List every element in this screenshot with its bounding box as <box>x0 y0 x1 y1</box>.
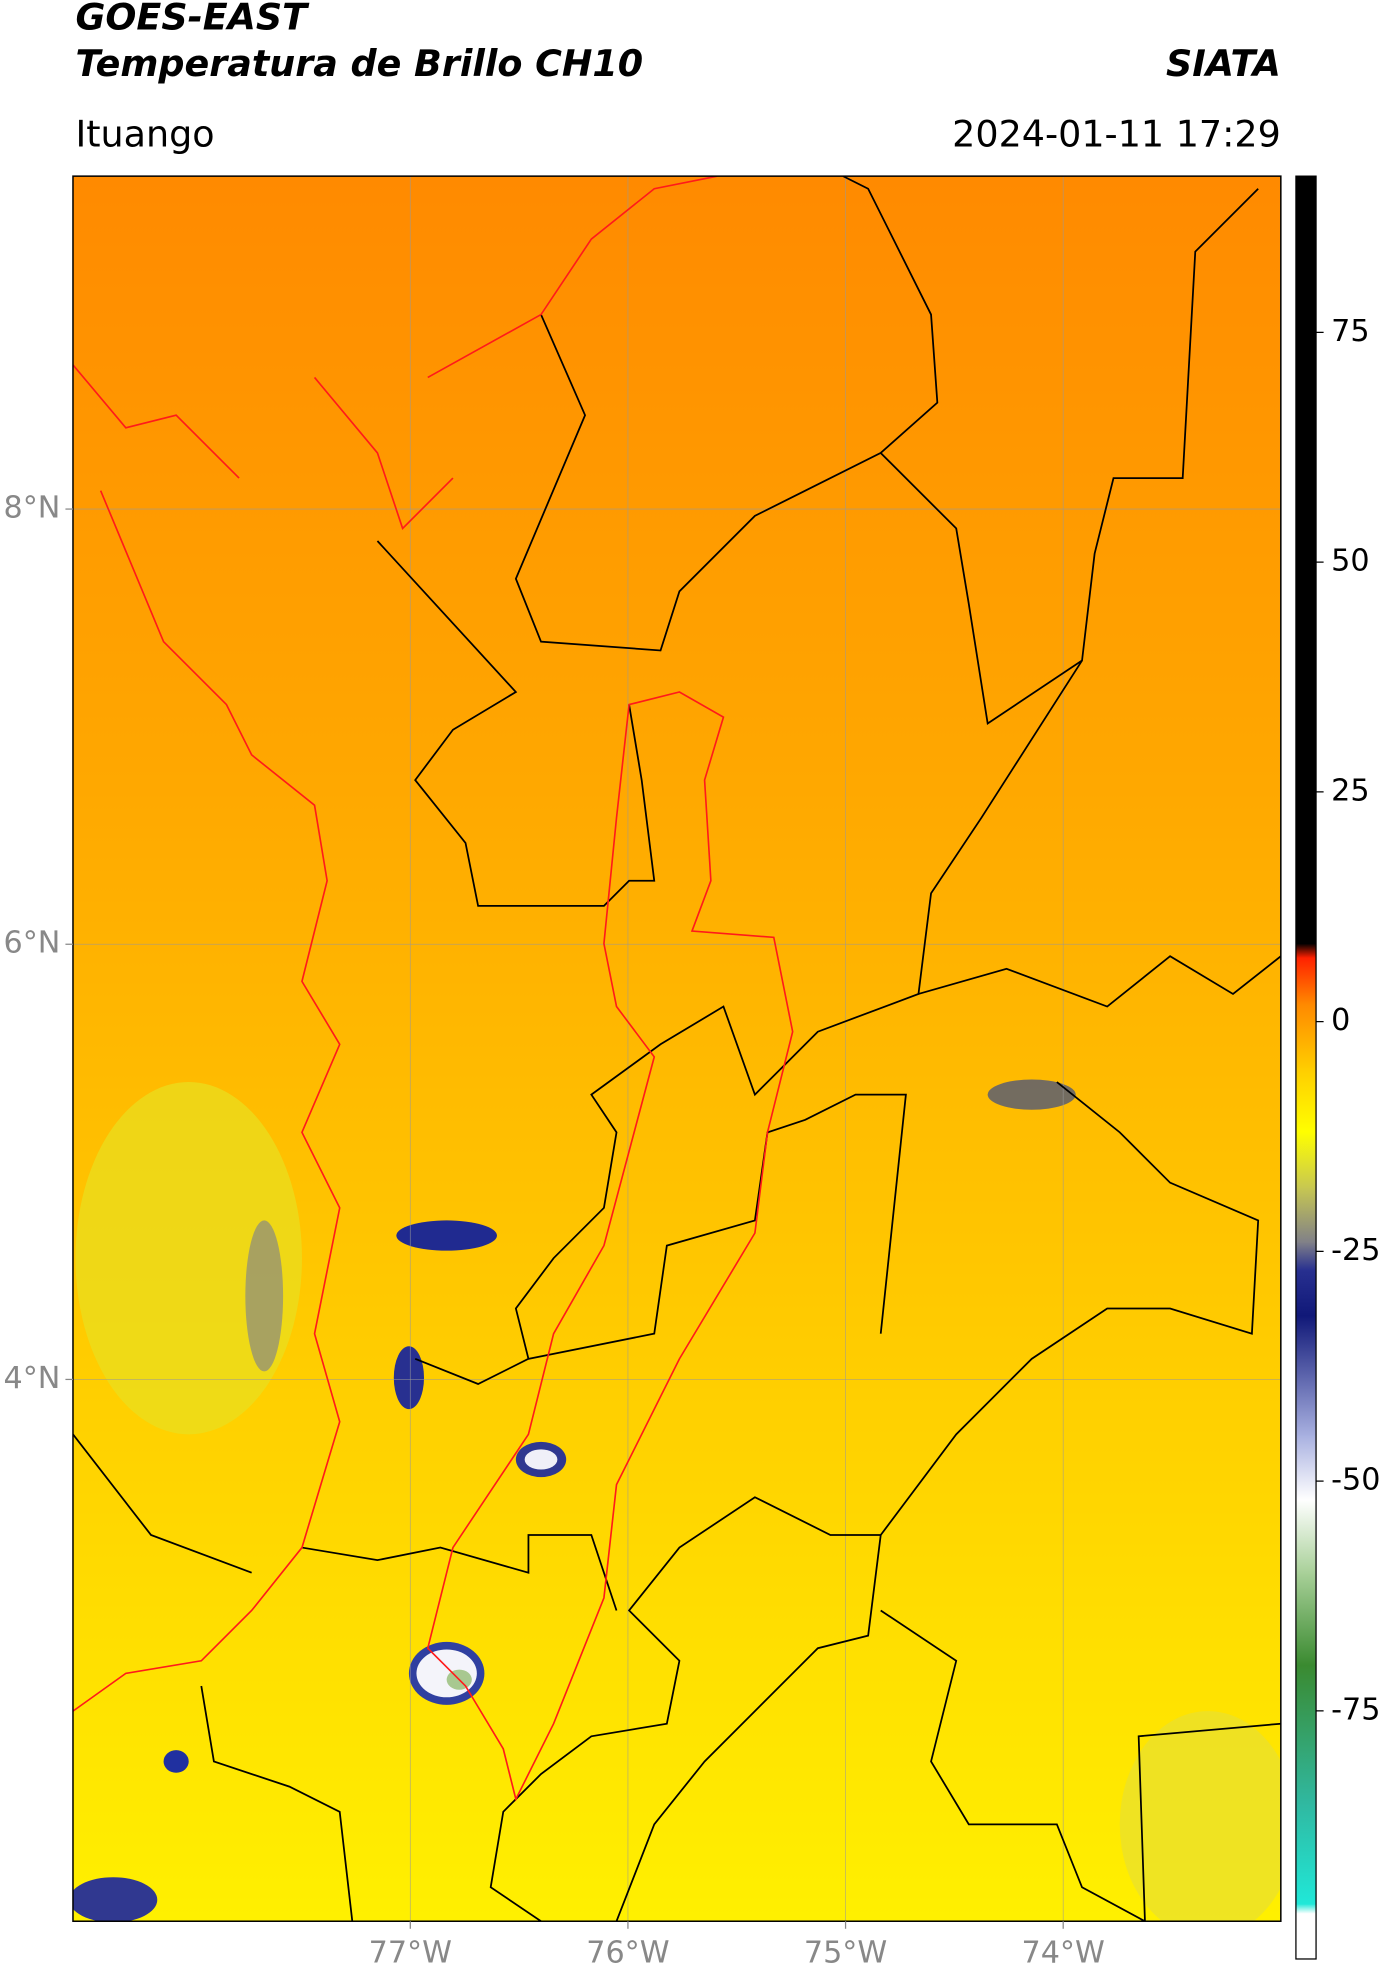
coastline <box>313 176 718 530</box>
colorbar-segment <box>1295 1067 1317 1133</box>
x-tick-label: 76°W <box>586 1935 669 1970</box>
x-tick-label: 75°W <box>804 1935 887 1970</box>
colorbar-tick-label: 0 <box>1331 1003 1350 1038</box>
basin-outline <box>426 691 794 1802</box>
grid <box>72 176 1281 1922</box>
boundary <box>880 188 1259 725</box>
colorbar-segment <box>1295 1499 1317 1574</box>
boundary <box>376 540 656 907</box>
boundary <box>200 1685 354 1922</box>
colorbar-segment <box>1295 1802 1317 1905</box>
cloud <box>75 1082 302 1435</box>
datetime: 2024-01-11 17:29 <box>952 112 1281 155</box>
colorbar-tick-label: -25 <box>1331 1233 1380 1268</box>
colorbar-segment <box>1295 1435 1317 1501</box>
axes: 77°W 76°W 75°W 74°W 8°N 6°N 4°N <box>4 491 1105 1971</box>
colorbar-segment <box>1295 1269 1317 1317</box>
colorbar-segment <box>1295 1664 1317 1804</box>
boundary <box>489 1081 1260 1922</box>
x-tick-label: 77°W <box>369 1935 452 1970</box>
map-frame <box>72 175 1282 1922</box>
map <box>72 176 1281 1922</box>
colorbar: 75 50 25 0 -25 -50 -75 <box>1295 175 1380 1960</box>
cloud <box>393 1346 425 1410</box>
colorbar-segment <box>1295 943 1317 958</box>
boundary <box>615 1534 882 1922</box>
colorbar-segment <box>1295 957 1317 1004</box>
colorbar-tick-label: 25 <box>1331 773 1369 808</box>
coastline <box>72 364 341 1712</box>
x-tick-label: 74°W <box>1022 1935 1105 1970</box>
boundary <box>414 660 1083 1385</box>
colorbar-segment <box>1295 1187 1317 1243</box>
colorbar-segment <box>1295 1903 1317 1914</box>
y-tick-label: 4°N <box>4 1361 61 1396</box>
boundaries <box>72 176 1281 1922</box>
source: SIATA <box>1166 42 1281 85</box>
colorbar-segment <box>1295 1003 1317 1069</box>
colorbar-segment <box>1295 1913 1317 1960</box>
colorbar-segment <box>1295 1573 1317 1666</box>
cloud <box>72 1877 158 1922</box>
red-outlines <box>72 176 794 1802</box>
cloud <box>396 1220 497 1251</box>
boundary <box>918 955 1281 1008</box>
cloud <box>987 1079 1076 1110</box>
colorbar-segment <box>1295 1242 1317 1271</box>
colorbar-segment <box>1295 1131 1317 1188</box>
title: GOES-EAST <box>75 0 310 38</box>
colorbar-tick-label: -75 <box>1331 1692 1380 1727</box>
boundary <box>880 1609 1281 1922</box>
colorbar-frame <box>1295 175 1317 1960</box>
boundary <box>72 1433 252 1574</box>
boundary <box>514 176 939 652</box>
cloud <box>1119 1711 1281 1922</box>
subtitle: Temperatura de Brillo CH10 <box>75 42 643 85</box>
map-background <box>72 176 1281 1922</box>
cloud <box>524 1449 558 1470</box>
colorbar-tick-label: 50 <box>1331 544 1369 579</box>
colorbar-tick-label: 75 <box>1331 314 1369 349</box>
location: Ituango <box>75 112 214 155</box>
colorbar-segment <box>1295 1315 1317 1436</box>
y-tick-label: 8°N <box>4 491 61 526</box>
cloud <box>245 1220 284 1372</box>
y-tick-label: 6°N <box>4 926 61 961</box>
boundary <box>301 1534 618 1611</box>
colorbar-segment <box>1295 176 1317 945</box>
cloud <box>163 1750 189 1773</box>
colorbar-tick-label: -50 <box>1331 1463 1380 1498</box>
